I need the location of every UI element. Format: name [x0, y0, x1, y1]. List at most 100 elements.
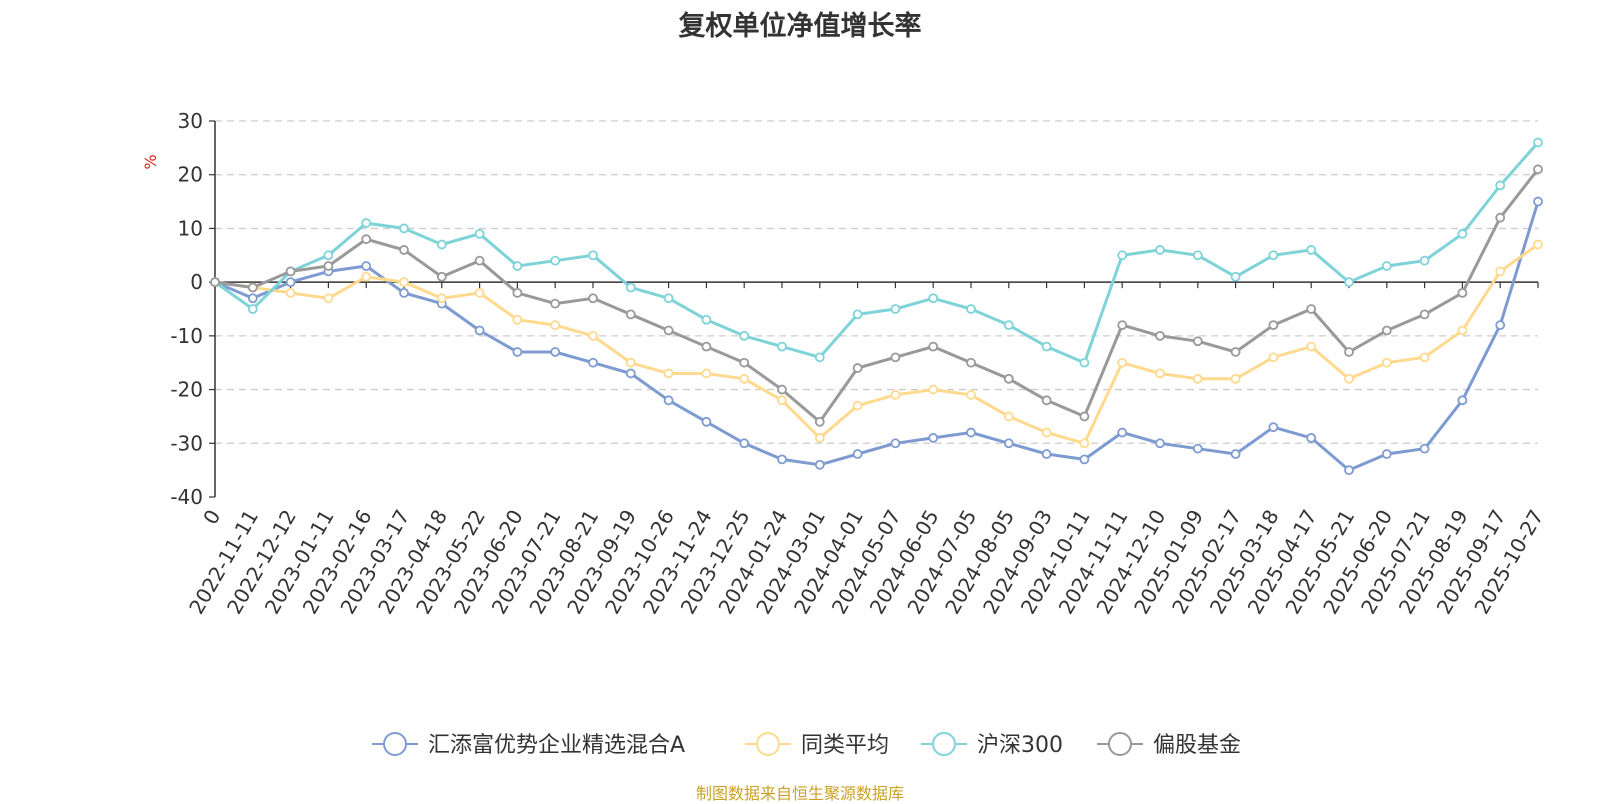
- data-point: [1230, 449, 1241, 459]
- data-point: [436, 293, 447, 304]
- data-point: [1495, 266, 1506, 277]
- data-point: [512, 314, 523, 325]
- data-point: [588, 250, 598, 261]
- data-point: [1192, 373, 1203, 384]
- legend-swatch-marker: [932, 732, 956, 756]
- data-point: [852, 449, 863, 459]
- data-point: [1192, 250, 1203, 261]
- data-point: [928, 341, 939, 352]
- data-point: [1230, 347, 1241, 357]
- data-point: [625, 357, 636, 368]
- data-point: [739, 373, 750, 384]
- data-point: [1155, 368, 1165, 379]
- data-point: [474, 255, 485, 266]
- data-point: [1306, 433, 1317, 443]
- legend-item[interactable]: 同类平均: [745, 732, 889, 758]
- data-point: [361, 271, 372, 282]
- data-point: [550, 298, 561, 309]
- data-point: [852, 400, 863, 411]
- data-point: [436, 271, 447, 282]
- data-point: [1457, 395, 1468, 406]
- data-point: [663, 368, 674, 379]
- data-point: [1041, 449, 1052, 459]
- data-point: [1306, 304, 1317, 314]
- data-point: [1495, 320, 1506, 331]
- data-point: [1003, 411, 1014, 422]
- data-point: [928, 293, 939, 304]
- y-axis-label: %: [141, 154, 160, 169]
- y-tick-label: -40: [170, 485, 203, 509]
- data-point: [928, 384, 939, 395]
- data-point: [588, 330, 598, 341]
- data-point: [323, 293, 334, 304]
- data-point: [701, 416, 712, 427]
- source-note: 制图数据来自恒生聚源数据库: [695, 784, 904, 803]
- data-point: [1003, 373, 1014, 384]
- data-point: [1192, 443, 1203, 454]
- data-point: [399, 277, 409, 288]
- data-point: [1419, 352, 1430, 363]
- y-tick-label: 20: [178, 163, 203, 187]
- data-point: [1495, 212, 1506, 223]
- data-point: [1419, 443, 1430, 454]
- data-point: [247, 293, 258, 304]
- data-point: [1041, 395, 1052, 406]
- y-axis-ticks: 30 20 10 0 -10 -20 -30 -40: [170, 109, 215, 509]
- legend-item[interactable]: 汇添富优势企业精选混合A: [372, 732, 685, 758]
- data-point: [1003, 320, 1014, 331]
- data-point: [550, 347, 561, 357]
- data-point: [852, 309, 863, 320]
- data-point: [588, 293, 598, 304]
- data-point: [399, 223, 409, 234]
- data-point: [814, 433, 825, 443]
- data-point: [361, 218, 372, 228]
- data-point: [247, 282, 258, 293]
- chart-title: 复权单位净值增长率: [678, 11, 922, 42]
- data-point: [739, 330, 750, 341]
- legend-label: 同类平均: [801, 733, 889, 758]
- data-point: [399, 287, 409, 298]
- data-point: [474, 325, 485, 336]
- data-point: [625, 309, 636, 320]
- data-point: [701, 341, 712, 352]
- data-point: [1533, 239, 1543, 250]
- legend-swatch-marker: [1108, 732, 1132, 756]
- data-point: [1117, 320, 1128, 331]
- legend: 汇添富优势企业精选混合A 同类平均 沪深300 偏股基金: [372, 732, 1241, 758]
- data-point: [399, 245, 409, 255]
- data-point: [1079, 438, 1090, 449]
- data-point: [1230, 373, 1241, 384]
- data-point: [1117, 357, 1128, 368]
- legend-item[interactable]: 沪深300: [921, 732, 1063, 758]
- data-point: [550, 320, 561, 331]
- data-point: [1079, 411, 1090, 422]
- data-point: [1344, 277, 1354, 288]
- data-point: [1268, 320, 1279, 331]
- data-point: [1344, 373, 1354, 384]
- data-point: [1533, 137, 1543, 148]
- legend-swatch-marker: [756, 732, 780, 756]
- data-point: [928, 433, 939, 443]
- series-lines: [210, 137, 1543, 476]
- data-point: [1117, 250, 1128, 261]
- data-point: [814, 459, 825, 470]
- legend-item[interactable]: 偏股基金: [1097, 732, 1241, 758]
- data-point: [1117, 427, 1128, 438]
- data-point: [966, 357, 976, 368]
- data-point: [777, 341, 787, 352]
- y-tick-label: -10: [170, 324, 203, 348]
- series-line: [214, 141, 1540, 365]
- data-point: [814, 416, 825, 427]
- data-point: [247, 304, 258, 314]
- data-point: [1381, 261, 1392, 271]
- data-point: [1306, 245, 1317, 255]
- data-point: [1268, 250, 1279, 261]
- legend-label: 偏股基金: [1153, 733, 1241, 758]
- data-point: [1381, 449, 1392, 459]
- series-line: [214, 201, 1540, 472]
- data-point: [701, 314, 712, 325]
- data-point: [512, 347, 523, 357]
- data-point: [663, 395, 674, 406]
- series-line: [214, 168, 1540, 424]
